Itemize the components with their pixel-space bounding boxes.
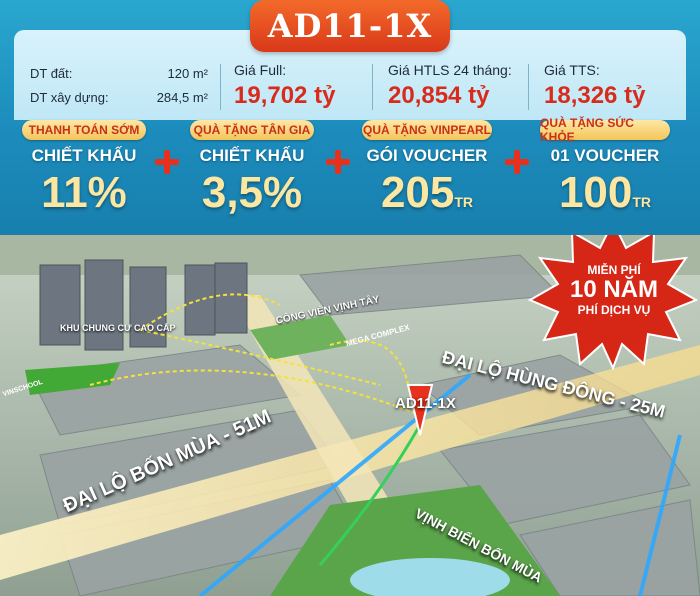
divider	[528, 64, 529, 110]
offer-value: 11%	[41, 168, 127, 217]
offer-title: GÓI VOUCHER	[366, 146, 488, 165]
offer-badge-early-payment: THANH TOÁN SỚM	[22, 120, 146, 140]
price-htls-value: 20,854 tỷ	[388, 82, 490, 109]
unit-title: AD11-1X	[267, 7, 433, 45]
plus-icon	[505, 150, 529, 174]
land-area-label: DT đất:	[30, 66, 73, 81]
build-area-label: DT xây dựng:	[30, 90, 109, 105]
offer-title: 01 VOUCHER	[550, 146, 660, 165]
offer-value: 205TR	[380, 168, 474, 217]
promo-line3: PHÍ DỊCH VỤ	[577, 303, 651, 317]
divider	[372, 64, 373, 110]
price-htls-label: Giá HTLS 24 tháng:	[388, 62, 512, 78]
land-area-value: 120 m²	[167, 66, 208, 81]
price-tts-value: 18,326 tỷ	[544, 82, 646, 109]
offer-badge-vinpearl: QUÀ TẶNG VINPEARL	[362, 120, 492, 140]
plus-icon	[155, 150, 179, 174]
build-area-value: 284,5 m²	[156, 90, 208, 105]
offer-badge-health: QUÀ TẶNG SỨC KHỎE	[540, 116, 670, 144]
offer-value: 3,5%	[201, 168, 303, 217]
offer-badge-housewarming: QUÀ TẶNG TÂN GIA	[190, 120, 314, 140]
price-full-label: Giá Full:	[234, 62, 287, 78]
promo-line2: 10 NĂM	[569, 276, 659, 303]
offer-value: 100TR	[558, 168, 652, 217]
promo-line1: MIỄN PHÍ	[587, 263, 641, 277]
price-tts-label: Giá TTS:	[544, 62, 600, 78]
offer-title: CHIẾT KHẤU	[31, 146, 137, 165]
label-condo: KHU CHUNG CƯ CAO CẤP	[60, 323, 176, 333]
unit-title-tab: AD11-1X	[250, 0, 450, 52]
free-service-starburst	[528, 235, 698, 370]
price-full-value: 19,702 tỷ	[234, 82, 336, 109]
plus-icon	[326, 150, 350, 174]
info-panel: AD11-1X DT đất: 120 m² DT xây dựng: 284,…	[0, 0, 700, 235]
label-unit-marker: AD11-1X	[395, 395, 456, 412]
aerial-site-map: MIỄN PHÍ 10 NĂM PHÍ DỊCH VỤ KHU CHUNG CƯ…	[0, 235, 700, 596]
promo-text: MIỄN PHÍ 10 NĂM PHÍ DỊCH VỤ	[560, 263, 668, 317]
offer-title: CHIẾT KHẤU	[199, 146, 305, 165]
divider	[220, 64, 221, 110]
